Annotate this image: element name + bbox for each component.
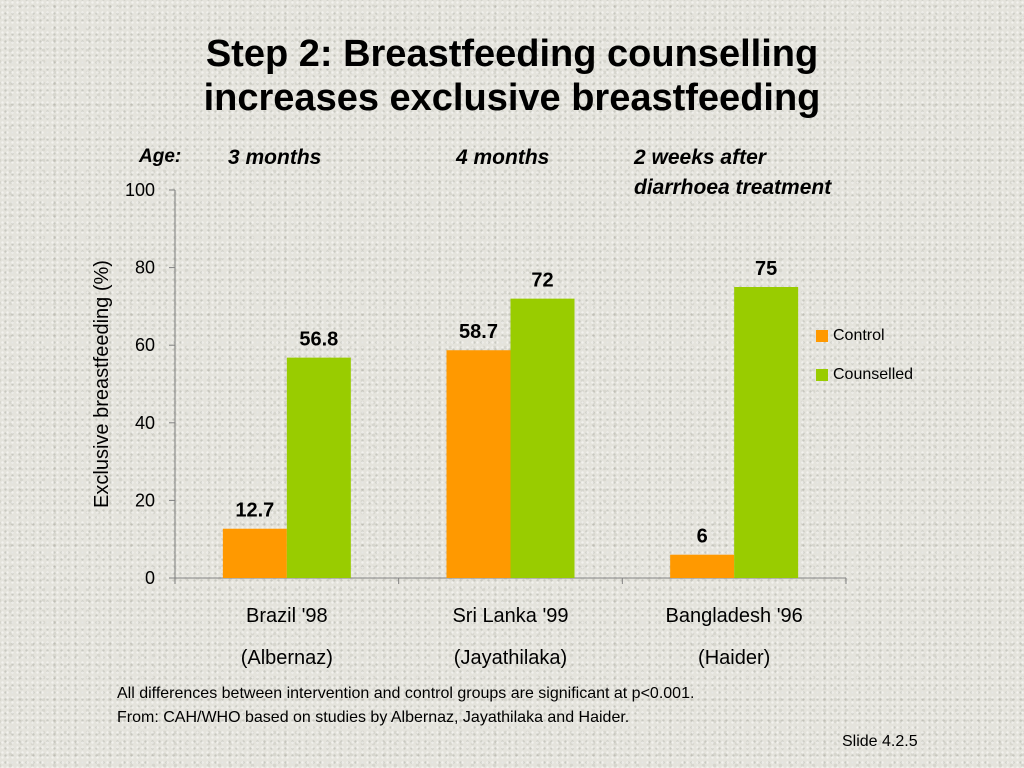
y-tick-label: 60 <box>135 335 155 355</box>
y-tick-label: 40 <box>135 413 155 433</box>
x-tick-sublabel: (Albernaz) <box>241 647 333 669</box>
y-tick-label: 0 <box>145 568 155 588</box>
bar-control <box>222 528 287 578</box>
x-tick-sublabel: (Jayathilaka) <box>454 647 567 669</box>
chart-legend: Control Counselled <box>816 326 913 404</box>
bar-counselled <box>286 357 351 578</box>
footnote-significance: All differences between intervention and… <box>117 685 695 702</box>
slide-title-line-2: increases exclusive breastfeeding <box>203 77 821 119</box>
footnote-source: From: CAH/WHO based on studies by Albern… <box>117 709 630 726</box>
slide-title-line-1: Step 2: Breastfeeding counselling <box>205 33 819 75</box>
legend-swatch-counselled <box>816 369 828 381</box>
age-label: Age: <box>139 146 182 167</box>
y-tick-label: 80 <box>135 258 155 278</box>
x-tick-label: Sri Lanka '99 <box>452 605 568 627</box>
data-label: 75 <box>755 258 777 280</box>
legend-label-counselled: Counselled <box>833 366 914 383</box>
bar-counselled <box>734 287 799 578</box>
data-label: 56.8 <box>299 329 338 351</box>
footnote: All differences between intervention and… <box>117 682 694 730</box>
data-label: 12.7 <box>235 500 274 522</box>
x-tick-sublabel: (Haider) <box>698 647 770 669</box>
bar-counselled <box>510 298 575 578</box>
group-header-2-weeks-line-2: diarrhoea treatment <box>634 176 832 199</box>
legend-label-control: Control <box>833 327 885 344</box>
slide-title: Step 2: Breastfeeding counselling increa… <box>0 32 1024 120</box>
y-tick-label: 20 <box>135 490 155 510</box>
group-header-3-months: 3 months <box>228 146 322 169</box>
group-header-4-months: 4 months <box>456 146 550 169</box>
bar-control <box>446 350 511 578</box>
x-tick-label: Brazil '98 <box>246 605 328 627</box>
y-axis-label: Exclusive breastfeeding (%) <box>91 260 113 508</box>
x-tick-label: Bangladesh '96 <box>666 605 803 627</box>
legend-swatch-control <box>816 330 828 342</box>
y-tick-label: 100 <box>125 180 155 200</box>
group-header-2-weeks-line-1: 2 weeks after <box>634 146 766 169</box>
legend-item-counselled: Counselled <box>816 365 913 385</box>
data-label: 6 <box>697 526 708 548</box>
bar-control <box>670 554 735 578</box>
data-label: 58.7 <box>459 321 498 343</box>
slide-number: Slide 4.2.5 <box>842 733 918 750</box>
data-label: 72 <box>531 270 553 292</box>
legend-item-control: Control <box>816 326 913 346</box>
